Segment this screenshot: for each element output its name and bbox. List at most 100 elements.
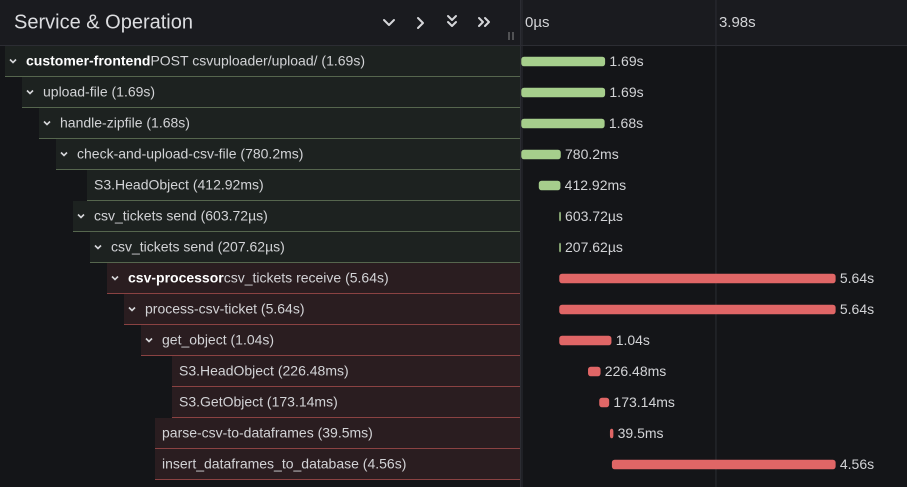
row-background	[172, 356, 520, 386]
time-tick-label: 3.98s	[719, 14, 756, 31]
span-label: get_object (1.04s)	[162, 331, 274, 347]
service-name: csv-processor	[128, 269, 224, 285]
span-label: customer-frontendPOST csvuploader/upload…	[26, 52, 365, 68]
span-bar[interactable]	[559, 304, 836, 315]
span-label: csv-processorcsv_tickets receive (5.64s)	[128, 269, 389, 285]
operation-name: S3.HeadObject (412.92ms)	[94, 176, 264, 192]
duration-label: 603.72µs	[565, 208, 623, 224]
duration-label: 4.56s	[840, 456, 874, 472]
expand-toggle[interactable]	[60, 151, 68, 157]
operation-name: parse-csv-to-dataframes (39.5ms)	[162, 424, 373, 440]
span-row[interactable]: upload-file (1.69s) 1.69s	[22, 77, 644, 108]
operation-name: check-and-upload-csv-file (780.2ms)	[77, 145, 303, 161]
duration-label: 207.62µs	[565, 239, 623, 255]
expand-toggle[interactable]	[43, 120, 51, 126]
span-row[interactable]: process-csv-ticket (5.64s) 5.64s	[124, 294, 874, 325]
row-background	[39, 108, 520, 138]
row-background	[141, 325, 520, 355]
span-label: parse-csv-to-dataframes (39.5ms)	[162, 424, 373, 440]
span-row[interactable]: handle-zipfile (1.68s) 1.68s	[39, 108, 643, 139]
span-bar[interactable]	[538, 180, 561, 191]
expand-toggle[interactable]	[94, 244, 102, 250]
span-bar[interactable]	[521, 56, 606, 67]
span-bar[interactable]	[599, 397, 610, 408]
expand-toggle[interactable]	[77, 213, 85, 219]
span-label: upload-file (1.69s)	[43, 83, 155, 99]
span-label: S3.GetObject (173.14ms)	[179, 393, 338, 409]
span-label: process-csv-ticket (5.64s)	[145, 300, 304, 316]
span-bar[interactable]	[559, 335, 612, 346]
expand-toggle[interactable]	[128, 306, 136, 312]
row-background	[73, 201, 520, 231]
row-background	[90, 232, 520, 262]
duration-label: 1.04s	[616, 332, 650, 348]
span-label: S3.HeadObject (226.48ms)	[179, 362, 349, 378]
span-bar[interactable]	[609, 428, 614, 439]
expand-toggle[interactable]	[26, 89, 34, 95]
operation-name: csv_tickets send (207.62µs)	[111, 238, 285, 254]
expand-toggle[interactable]	[9, 58, 17, 64]
operation-name: POST csvuploader/upload/ (1.69s)	[150, 52, 365, 68]
span-bar[interactable]	[521, 87, 606, 98]
row-background	[155, 418, 520, 448]
expand-one-button[interactable]	[383, 19, 395, 26]
span-label: csv_tickets send (603.72µs)	[94, 207, 268, 223]
duration-label: 226.48ms	[605, 363, 666, 379]
operation-name: upload-file (1.69s)	[43, 83, 155, 99]
operation-name: get_object (1.04s)	[162, 331, 274, 347]
span-row[interactable]: get_object (1.04s) 1.04s	[141, 325, 650, 356]
service-name: customer-frontend	[26, 52, 150, 68]
duration-label: 1.69s	[609, 84, 643, 100]
span-row[interactable]: csv_tickets send (207.62µs) 207.62µs	[90, 232, 623, 263]
span-bar[interactable]	[521, 149, 561, 160]
span-label: csv_tickets send (207.62µs)	[111, 238, 285, 254]
duration-label: 5.64s	[840, 270, 874, 286]
span-row[interactable]: S3.GetObject (173.14ms) 173.14ms	[172, 387, 675, 418]
operation-name: handle-zipfile (1.68s)	[60, 114, 190, 130]
span-row[interactable]: csv-processorcsv_tickets receive (5.64s)…	[107, 263, 874, 294]
span-bar[interactable]	[559, 273, 836, 284]
resize-handle[interactable]	[508, 32, 514, 40]
span-row[interactable]: csv_tickets send (603.72µs) 603.72µs	[73, 201, 623, 232]
duration-label: 39.5ms	[618, 425, 664, 441]
expand-toggle[interactable]	[145, 337, 153, 343]
row-background	[124, 294, 520, 324]
operation-name: S3.HeadObject (226.48ms)	[179, 362, 349, 378]
span-row[interactable]: S3.HeadObject (226.48ms) 226.48ms	[172, 356, 666, 387]
operation-name: insert_dataframes_to_database (4.56s)	[162, 455, 406, 471]
duration-label: 173.14ms	[613, 394, 674, 410]
span-bar[interactable]	[588, 366, 601, 377]
row-background	[5, 46, 520, 76]
span-bar[interactable]	[611, 459, 836, 470]
row-background	[56, 139, 520, 169]
panel-title: Service & Operation	[14, 11, 193, 33]
header-bar	[0, 0, 907, 45]
duration-label: 5.64s	[840, 301, 874, 317]
row-background	[87, 170, 520, 200]
span-bar[interactable]	[521, 118, 605, 129]
operation-name: process-csv-ticket (5.64s)	[145, 300, 304, 316]
row-background	[172, 387, 520, 417]
row-background	[107, 263, 520, 293]
duration-label: 1.68s	[609, 115, 643, 131]
span-label: check-and-upload-csv-file (780.2ms)	[77, 145, 303, 161]
span-row[interactable]: check-and-upload-csv-file (780.2ms) 780.2…	[56, 139, 619, 170]
span-label: insert_dataframes_to_database (4.56s)	[162, 455, 406, 471]
operation-name: csv_tickets receive (5.64s)	[224, 269, 389, 285]
span-row[interactable]: customer-frontendPOST csvuploader/upload…	[5, 46, 644, 77]
span-label: S3.HeadObject (412.92ms)	[94, 176, 264, 192]
operation-name: S3.GetObject (173.14ms)	[179, 393, 338, 409]
collapse-one-button[interactable]	[417, 17, 424, 29]
span-row[interactable]: parse-csv-to-dataframes (39.5ms) 39.5ms	[155, 418, 664, 449]
row-background	[155, 449, 520, 479]
duration-label: 780.2ms	[565, 146, 619, 162]
duration-label: 1.69s	[609, 53, 643, 69]
expand-toggle[interactable]	[111, 275, 119, 281]
span-row[interactable]: S3.HeadObject (412.92ms) 412.92ms	[87, 170, 626, 201]
span-row[interactable]: insert_dataframes_to_database (4.56s) 4.5…	[155, 449, 874, 480]
time-tick-label: 0µs	[525, 14, 550, 31]
collapse-all-button[interactable]	[478, 17, 490, 27]
expand-all-button[interactable]	[447, 15, 457, 27]
row-background	[22, 77, 520, 107]
